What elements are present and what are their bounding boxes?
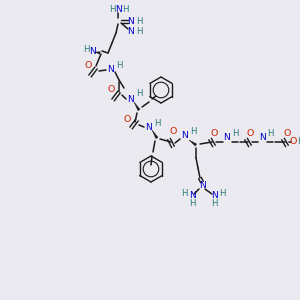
- Text: H: H: [181, 190, 187, 199]
- Polygon shape: [95, 52, 100, 54]
- Text: O: O: [289, 137, 297, 146]
- Text: H: H: [136, 26, 142, 35]
- Text: N: N: [211, 191, 218, 200]
- Text: H: H: [109, 5, 115, 14]
- Text: O: O: [246, 128, 254, 137]
- Text: N: N: [88, 47, 95, 56]
- Text: N: N: [128, 16, 134, 26]
- Text: H: H: [83, 44, 89, 53]
- Text: N: N: [199, 182, 206, 190]
- Polygon shape: [152, 130, 158, 139]
- Text: H: H: [190, 128, 196, 136]
- Text: O: O: [169, 128, 177, 136]
- Polygon shape: [189, 140, 197, 146]
- Text: H: H: [267, 130, 273, 139]
- Text: N: N: [115, 5, 122, 14]
- Text: H: H: [136, 89, 142, 98]
- Text: O: O: [84, 61, 92, 70]
- Polygon shape: [134, 102, 140, 111]
- Text: N: N: [182, 131, 188, 140]
- Text: H: H: [219, 190, 225, 199]
- Text: H: H: [116, 61, 122, 70]
- Text: O: O: [210, 128, 218, 137]
- Text: N: N: [146, 122, 152, 131]
- Text: N: N: [259, 134, 266, 142]
- Text: N: N: [128, 94, 134, 103]
- Text: N: N: [189, 191, 195, 200]
- Text: O: O: [107, 85, 115, 94]
- Text: O: O: [283, 128, 291, 137]
- Text: H: H: [122, 5, 128, 14]
- Text: H: H: [232, 130, 238, 139]
- Text: N: N: [108, 64, 114, 74]
- Text: N: N: [224, 134, 230, 142]
- Text: H: H: [297, 137, 300, 146]
- Text: N: N: [128, 26, 134, 35]
- Text: O: O: [123, 115, 131, 124]
- Text: H: H: [136, 16, 142, 26]
- Text: H: H: [189, 200, 195, 208]
- Text: H: H: [211, 200, 217, 208]
- Text: H: H: [154, 118, 160, 127]
